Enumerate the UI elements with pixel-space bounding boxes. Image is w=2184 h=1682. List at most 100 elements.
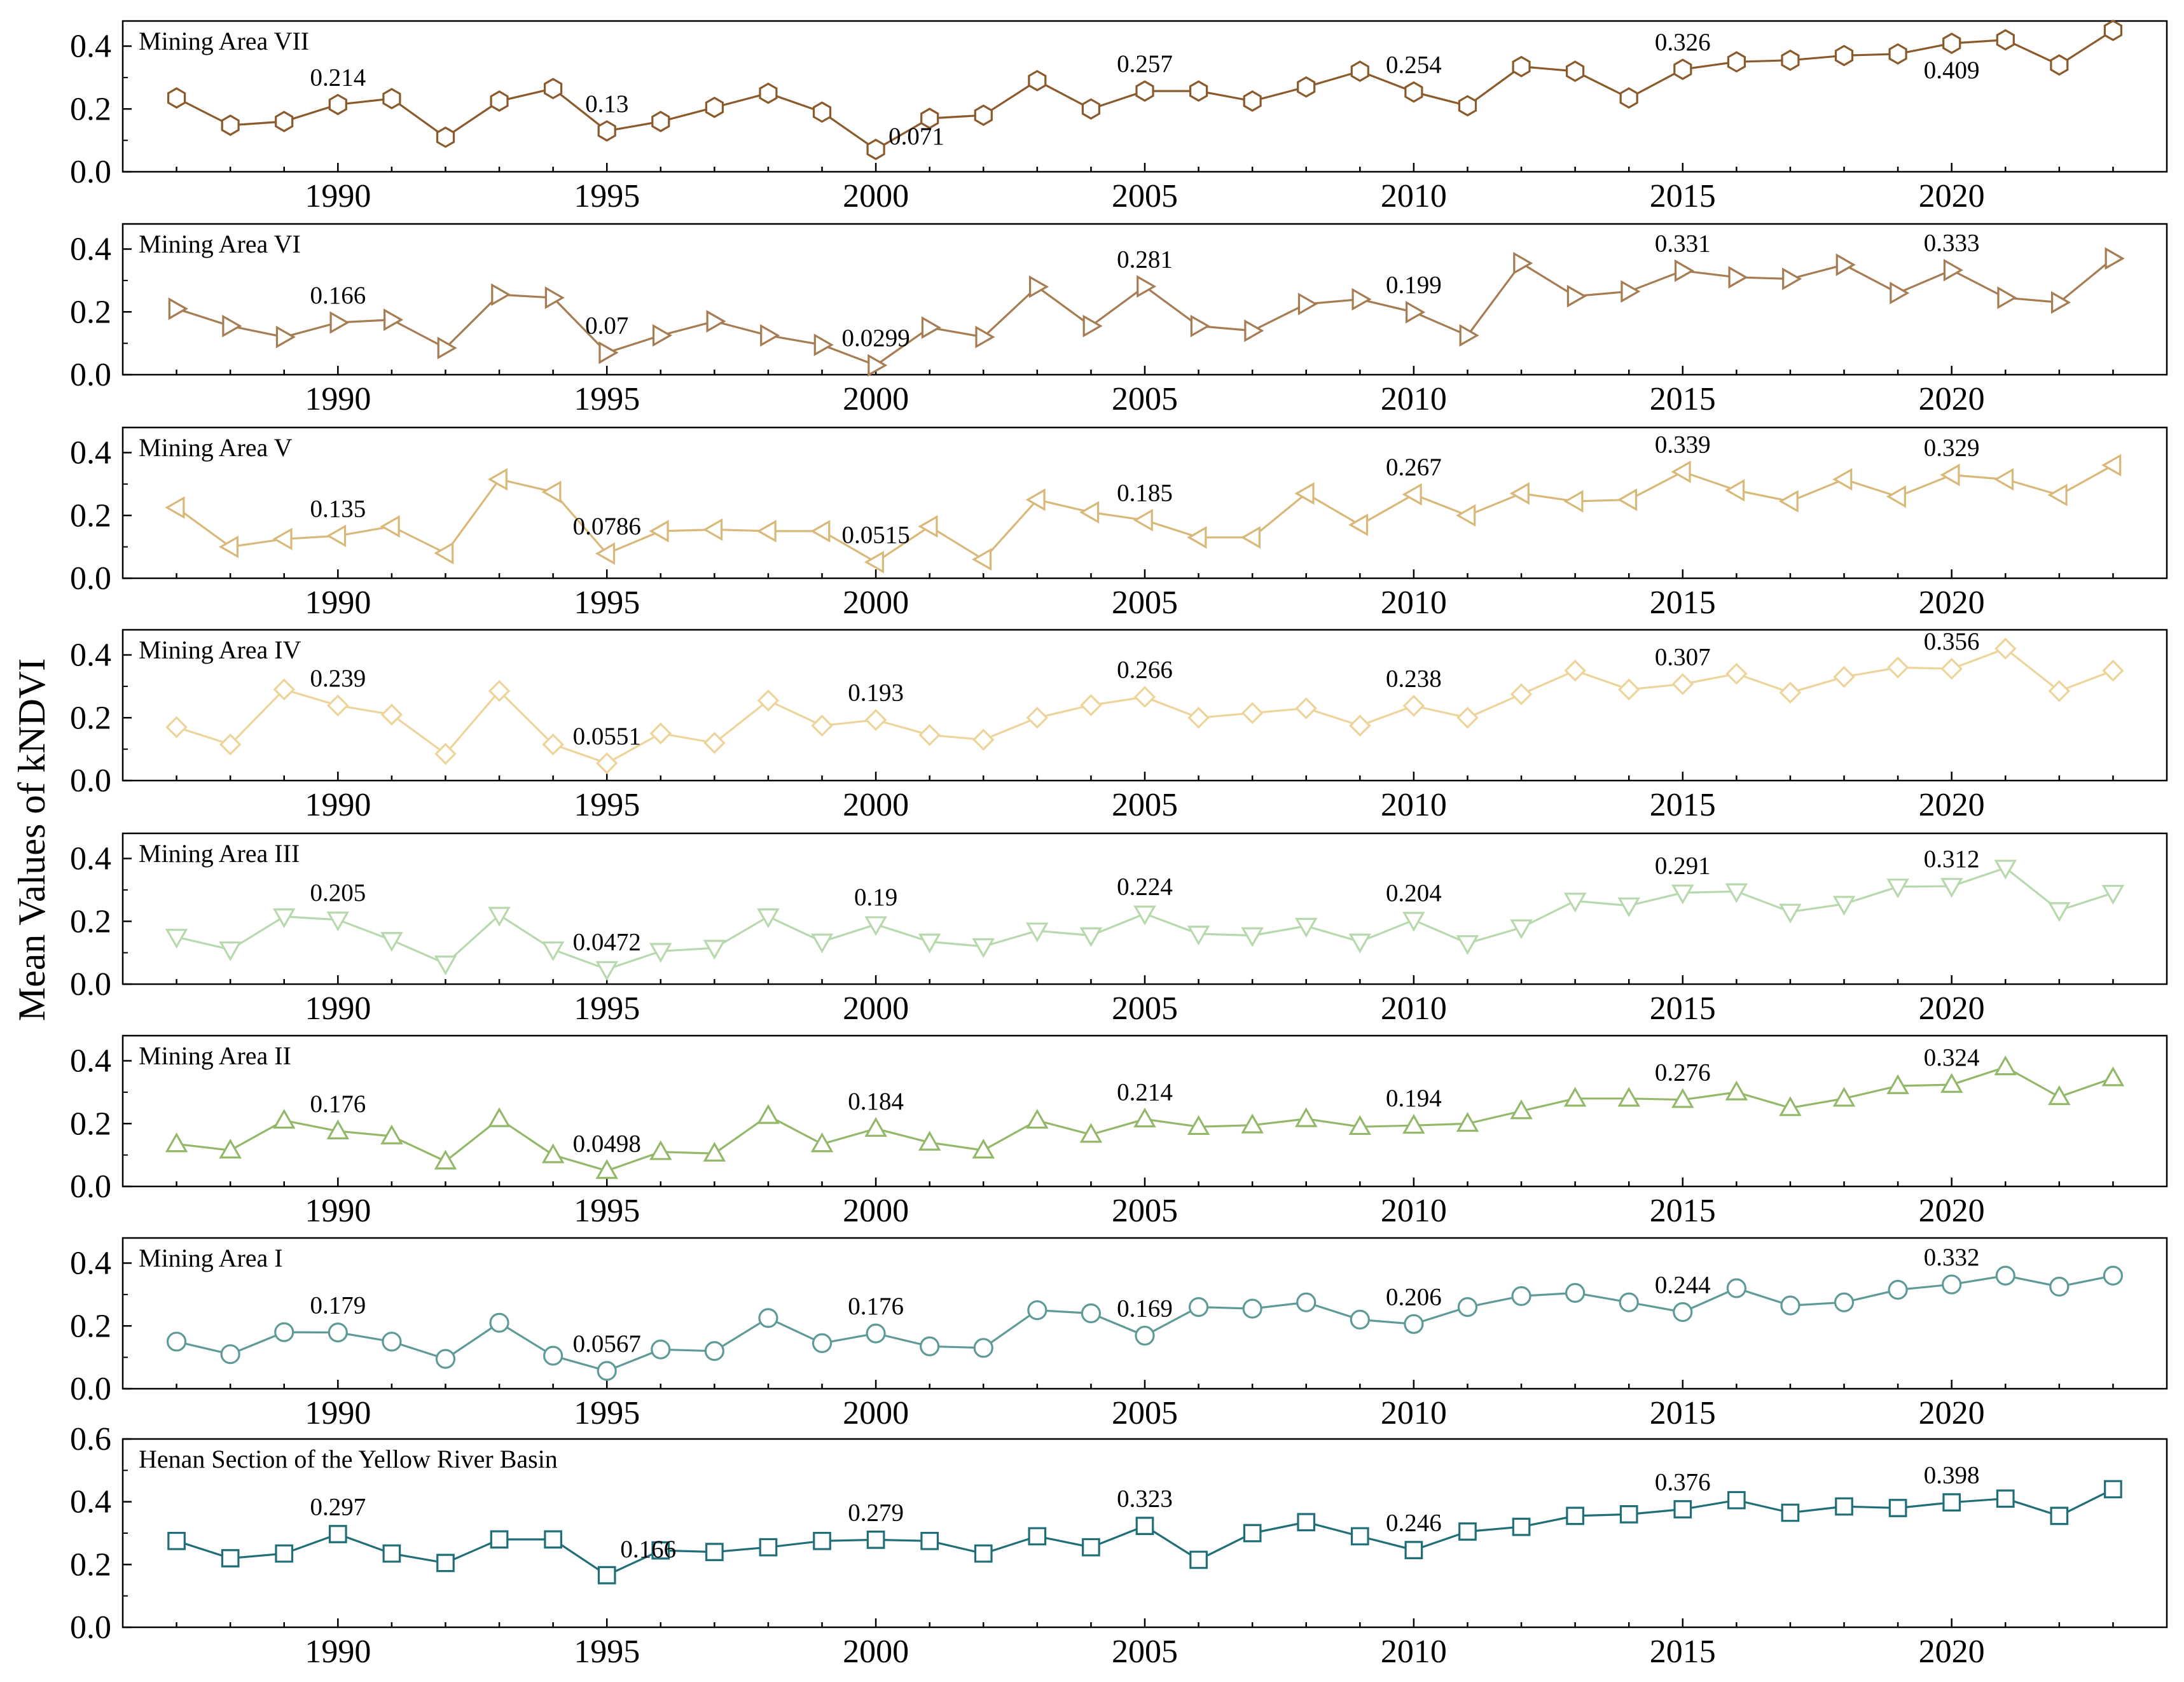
data-point xyxy=(1243,90,1262,112)
y-tick-label: 0.4 xyxy=(70,232,111,268)
x-tick-label: 2020 xyxy=(1919,1395,1985,1431)
data-point xyxy=(165,1132,188,1153)
data-point xyxy=(1888,1499,1907,1517)
data-point xyxy=(1565,1282,1586,1303)
data-point xyxy=(703,518,723,541)
y-tick-label: 0.0 xyxy=(70,1609,111,1646)
data-point xyxy=(1404,1541,1423,1559)
x-tick-label: 2020 xyxy=(1919,585,1985,621)
data-point xyxy=(1350,1527,1369,1546)
y-axis-label: Mean Values of kNDVI xyxy=(11,658,53,1021)
y-tick-label: 0.0 xyxy=(70,1371,111,1407)
data-point xyxy=(759,82,778,104)
data-point xyxy=(165,929,188,949)
data-point xyxy=(490,90,509,112)
data-point xyxy=(2050,1506,2069,1526)
data-point xyxy=(167,87,186,109)
data-label: 0.297 xyxy=(310,1493,366,1520)
data-point xyxy=(1671,884,1694,905)
data-point xyxy=(1081,98,1100,120)
data-point xyxy=(1242,1298,1262,1319)
panel-4: 0.0 0.2 0.4 1990 1995 2000 2005 2010 2015 2020 Min… xyxy=(70,628,2168,823)
data-point xyxy=(597,1361,617,1381)
y-tick-label: 0.0 xyxy=(70,763,111,799)
data-point xyxy=(1940,1073,1963,1093)
data-label: 0.169 xyxy=(1117,1295,1173,1323)
y-tick-label: 0.0 xyxy=(70,357,111,393)
data-label: 0.326 xyxy=(1655,29,1711,56)
data-point xyxy=(1566,284,1587,308)
data-point xyxy=(1297,1513,1316,1532)
data-point xyxy=(434,742,457,765)
data-point xyxy=(1725,478,1745,502)
data-label: 0.07 xyxy=(585,312,628,339)
data-point xyxy=(1994,637,2017,660)
x-tick-label: 2010 xyxy=(1381,1193,1447,1229)
x-tick-label: 2015 xyxy=(1650,990,1716,1027)
data-point xyxy=(703,1141,726,1162)
data-point xyxy=(1886,1074,1909,1094)
data-point xyxy=(1886,879,1909,899)
x-tick-label: 1990 xyxy=(305,990,371,1027)
data-point xyxy=(649,1140,672,1160)
data-point xyxy=(1027,1300,1047,1321)
data-point xyxy=(382,1544,401,1563)
data-point xyxy=(274,1322,294,1342)
data-point xyxy=(595,961,618,981)
data-point xyxy=(1241,927,1264,947)
data-point xyxy=(2048,1085,2071,1106)
data-point xyxy=(1943,258,1963,282)
data-point xyxy=(1402,1113,1425,1134)
data-point xyxy=(1294,482,1315,505)
data-point xyxy=(1351,288,1372,311)
data-point xyxy=(1994,1055,2017,1076)
data-point xyxy=(273,678,295,701)
data-label: 0.0498 xyxy=(573,1130,641,1157)
data-point xyxy=(380,704,403,726)
data-point xyxy=(1940,878,1963,898)
panel-5: 0.0 0.2 0.4 1990 1995 2000 2005 2010 2015 2020 Min… xyxy=(70,832,2168,1027)
x-tick-label: 2010 xyxy=(1381,990,1447,1027)
data-point xyxy=(1888,1279,1908,1300)
data-point xyxy=(1512,1517,1531,1536)
data-point xyxy=(918,515,938,538)
data-point xyxy=(434,956,457,976)
data-point xyxy=(972,728,995,751)
data-point xyxy=(1026,706,1049,729)
series-line xyxy=(176,258,2114,366)
data-label: 0.0299 xyxy=(841,324,909,352)
data-point xyxy=(1188,1297,1209,1317)
data-point xyxy=(488,907,511,927)
data-point xyxy=(1940,657,1963,680)
data-point xyxy=(1513,251,1533,275)
data-point xyxy=(1189,80,1208,102)
data-point xyxy=(651,111,670,132)
data-point xyxy=(1997,286,2017,309)
data-point xyxy=(1564,659,1586,682)
x-tick-label: 2000 xyxy=(843,787,909,823)
x-tick-label: 2020 xyxy=(1919,381,1985,417)
data-point xyxy=(864,709,887,731)
y-tick-label: 0.2 xyxy=(70,294,111,330)
x-tick-label: 1995 xyxy=(574,990,640,1027)
data-point xyxy=(1512,55,1531,78)
data-point xyxy=(918,1130,941,1151)
data-point xyxy=(1725,1080,1748,1101)
data-label: 0.331 xyxy=(1655,230,1711,258)
data-point xyxy=(1673,59,1692,80)
data-point xyxy=(1781,1503,1800,1522)
data-point xyxy=(1456,706,1479,729)
data-point xyxy=(1348,933,1372,954)
data-point xyxy=(864,1116,887,1137)
data-label: 0.204 xyxy=(1386,879,1442,907)
data-point xyxy=(491,283,511,306)
data-label: 0.214 xyxy=(1117,1078,1173,1106)
data-point xyxy=(168,297,188,321)
data-point xyxy=(272,1109,296,1129)
x-tick-label: 1995 xyxy=(574,1395,640,1431)
panel-title: Mining Area III xyxy=(139,839,300,868)
y-tick-label: 0.4 xyxy=(70,435,111,471)
data-label: 0.206 xyxy=(1386,1283,1442,1310)
data-label: 0.199 xyxy=(1386,272,1442,299)
data-point xyxy=(1886,485,1906,508)
